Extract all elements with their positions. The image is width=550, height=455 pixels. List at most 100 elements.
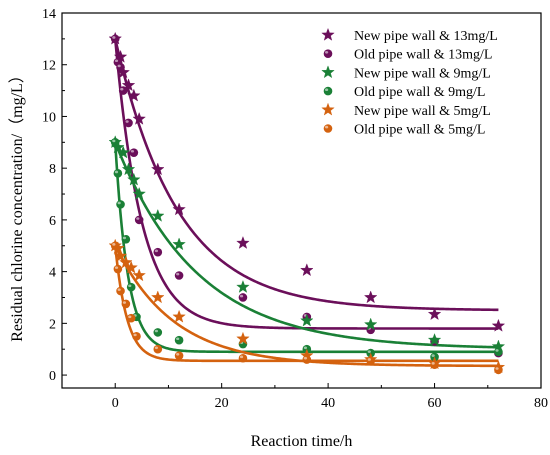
marker-highlight — [367, 358, 371, 361]
marker-highlight — [117, 201, 121, 205]
marker-fill — [174, 351, 184, 360]
fit-curve-6 — [113, 245, 499, 363]
data-point — [366, 356, 375, 366]
x-axis-title: Reaction time/h — [251, 433, 353, 450]
marker-fill — [116, 200, 125, 209]
legend-item-1: New pipe wall & 13mg/L — [321, 27, 498, 44]
data-point — [172, 202, 186, 216]
marker-fill — [153, 247, 163, 257]
data-point — [153, 328, 163, 337]
legend-marker — [321, 102, 335, 116]
legend-item-3: New pipe wall & 9mg/L — [321, 65, 491, 81]
marker-highlight — [128, 315, 132, 319]
legend-item-4: Old pipe wall & 9mg/L — [323, 85, 485, 100]
legend-marker — [321, 27, 335, 41]
x-tick-label: 40 — [321, 396, 335, 411]
marker-highlight — [112, 139, 116, 143]
data-point — [236, 280, 250, 293]
data-point — [116, 286, 125, 296]
data-point — [302, 355, 312, 364]
marker-fill — [134, 215, 144, 225]
legend-label: New pipe wall & 9mg/L — [354, 66, 491, 81]
x-tick-label: 20 — [215, 396, 229, 411]
x-tick-label: 0 — [112, 396, 119, 411]
data-point — [238, 293, 248, 302]
y-tick-label: 12 — [42, 59, 56, 74]
data-point — [174, 351, 184, 360]
marker-highlight — [239, 294, 244, 298]
marker-highlight — [122, 236, 127, 240]
data-point — [238, 353, 248, 363]
marker-fill — [174, 335, 184, 345]
marker-fill — [129, 148, 139, 157]
y-tick-label: 14 — [42, 7, 56, 22]
data-point — [116, 63, 125, 72]
marker-fill — [430, 360, 439, 370]
marker-highlight — [303, 346, 308, 350]
data-point — [134, 215, 144, 225]
marker-highlight — [431, 354, 435, 357]
data-point — [132, 186, 146, 200]
legend-item-6: Old pipe wall & 5mg/L — [323, 123, 485, 138]
y-tick-label: 2 — [49, 317, 56, 332]
legend-marker — [321, 65, 335, 79]
marker-highlight — [431, 362, 435, 365]
marker-fill — [323, 86, 333, 96]
y-tick-label: 10 — [42, 110, 56, 125]
marker-highlight — [176, 272, 180, 276]
marker-fill — [121, 299, 131, 309]
data-point — [118, 86, 128, 95]
data-point — [172, 237, 186, 251]
legend-label: Old pipe wall & 5mg/L — [354, 123, 485, 138]
data-point — [121, 234, 131, 244]
data-point — [132, 331, 141, 341]
data-point — [236, 236, 250, 249]
marker-highlight — [114, 59, 119, 63]
data-point — [151, 290, 165, 304]
marker-highlight — [112, 243, 116, 246]
marker-fill — [302, 355, 312, 364]
plot-frame — [61, 12, 542, 389]
data-point — [151, 162, 165, 176]
legend-label: Old pipe wall & 13mg/L — [354, 48, 492, 63]
marker-fill — [153, 344, 163, 354]
marker-highlight — [128, 284, 132, 288]
marker-fill — [238, 293, 248, 302]
marker-highlight — [112, 36, 116, 39]
marker-highlight — [325, 125, 329, 129]
data-point — [491, 318, 506, 332]
data-point — [110, 241, 120, 251]
data-point — [151, 208, 165, 222]
marker-highlight — [176, 337, 180, 341]
data-point — [427, 307, 442, 321]
data-point — [119, 255, 133, 269]
data-point — [153, 344, 163, 354]
legend-marker — [323, 124, 333, 133]
data-point — [110, 34, 120, 44]
marker-fill — [126, 313, 136, 323]
data-point — [121, 78, 136, 92]
marker-fill — [116, 286, 125, 296]
data-point — [427, 333, 442, 346]
axes: 0 20 40 60 80 0 2 4 6 8 10 12 14 — [42, 7, 548, 411]
marker-highlight — [117, 64, 121, 68]
data-point — [116, 200, 125, 209]
data-point — [494, 347, 503, 357]
marker-highlight — [303, 356, 308, 360]
data-point — [494, 365, 503, 375]
data-point — [126, 313, 136, 323]
data-point — [127, 172, 141, 186]
series-1 — [108, 31, 506, 332]
marker-highlight — [130, 149, 135, 153]
data-point — [172, 309, 186, 323]
x-tick-label: 80 — [534, 396, 548, 411]
marker-fill — [124, 118, 133, 128]
marker-fill — [116, 63, 125, 72]
data-point — [153, 247, 163, 257]
series-3 — [108, 135, 506, 353]
marker-highlight — [239, 355, 244, 359]
data-point — [116, 145, 130, 159]
marker-fill — [153, 328, 163, 337]
data-point — [363, 290, 378, 304]
